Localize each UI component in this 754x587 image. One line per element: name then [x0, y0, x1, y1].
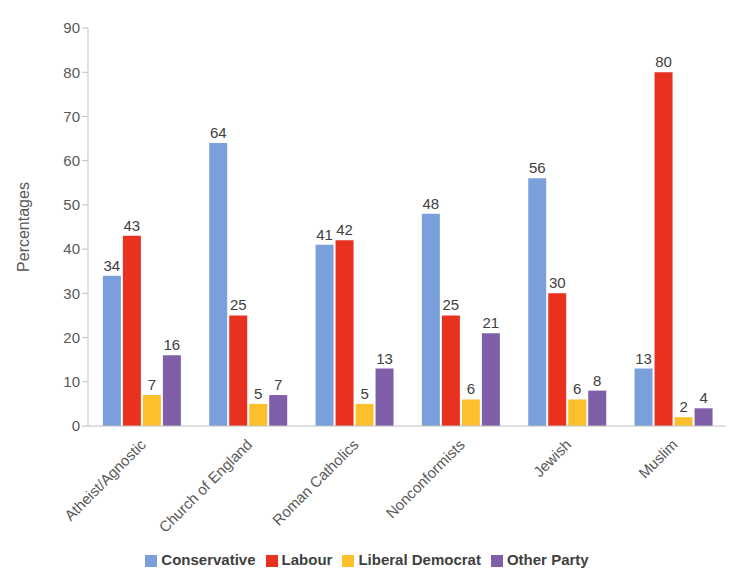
html-text:Conservative: Conservative [161, 551, 256, 568]
svg-text:5: 5 [360, 385, 368, 402]
svg-text:42: 42 [336, 221, 353, 238]
svg-text:5: 5 [254, 385, 262, 402]
svg-text:Roman Catholics: Roman Catholics [269, 436, 362, 529]
html-text:Liberal Democrat: Liberal Democrat [358, 551, 481, 568]
svg-text:50: 50 [63, 196, 80, 213]
svg-text:13: 13 [635, 350, 652, 367]
svg-text:Muslim: Muslim [635, 436, 681, 482]
svg-text:Atheist/Agnostic: Atheist/Agnostic [61, 435, 149, 523]
svg-text:6: 6 [573, 380, 581, 397]
svg-text:16: 16 [164, 336, 181, 353]
svg-text:8: 8 [593, 372, 601, 389]
svg-text:Jewish: Jewish [530, 436, 574, 480]
svg-text:Church of England: Church of England [155, 436, 255, 536]
svg-text:90: 90 [63, 19, 80, 36]
svg-text:40: 40 [63, 240, 80, 257]
svg-text:25: 25 [443, 296, 460, 313]
svg-text:41: 41 [316, 226, 333, 243]
svg-text:80: 80 [63, 64, 80, 81]
svg-text:2: 2 [679, 398, 687, 415]
svg-text:60: 60 [63, 152, 80, 169]
svg-text:4: 4 [699, 389, 707, 406]
html-text:Labour: Labour [281, 551, 333, 568]
svg-text:10: 10 [63, 373, 80, 390]
svg-text:25: 25 [230, 296, 247, 313]
svg-text:Percentages: Percentages [15, 182, 32, 272]
svg-text:7: 7 [274, 376, 282, 393]
svg-text:7: 7 [148, 376, 156, 393]
svg-text:64: 64 [210, 124, 227, 141]
svg-text:20: 20 [63, 329, 80, 346]
svg-text:6: 6 [467, 380, 475, 397]
svg-text:30: 30 [549, 274, 566, 291]
svg-text:0: 0 [72, 417, 80, 434]
svg-text:43: 43 [124, 217, 141, 234]
svg-text:30: 30 [63, 285, 80, 302]
svg-text:34: 34 [104, 257, 121, 274]
svg-text:21: 21 [483, 314, 500, 331]
svg-text:70: 70 [63, 108, 80, 125]
svg-text:13: 13 [376, 350, 393, 367]
svg-text:48: 48 [423, 195, 440, 212]
svg-text:Nonconformists: Nonconformists [382, 436, 468, 522]
svg-text:56: 56 [529, 159, 546, 176]
html-text:Other Party: Other Party [507, 551, 589, 568]
svg-text:80: 80 [655, 53, 672, 70]
